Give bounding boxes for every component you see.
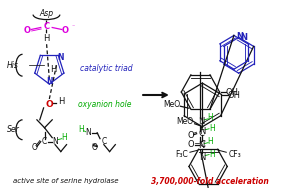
- Text: MeO: MeO: [163, 100, 180, 109]
- Text: OH: OH: [225, 88, 239, 97]
- Text: N: N: [236, 32, 243, 41]
- Text: O: O: [187, 140, 194, 149]
- Text: MeO: MeO: [176, 117, 194, 126]
- Text: C: C: [198, 129, 204, 138]
- Text: O: O: [24, 26, 31, 35]
- Text: C: C: [101, 137, 106, 146]
- Text: O: O: [46, 100, 53, 109]
- Text: C: C: [43, 22, 49, 31]
- Text: N: N: [52, 137, 58, 146]
- Text: His: His: [7, 61, 19, 70]
- Text: Asp: Asp: [39, 9, 54, 18]
- Text: ⁻: ⁻: [72, 25, 75, 30]
- Text: N: N: [46, 77, 53, 86]
- Text: H: H: [207, 113, 213, 122]
- Text: H: H: [78, 125, 84, 134]
- Text: N: N: [198, 117, 205, 126]
- Text: C: C: [42, 137, 47, 146]
- Text: 3,700,000-fold acceleration: 3,700,000-fold acceleration: [151, 177, 269, 186]
- Text: O: O: [62, 26, 69, 35]
- Text: N: N: [57, 53, 64, 62]
- Text: N: N: [199, 153, 205, 162]
- Text: catalytic triad: catalytic triad: [80, 64, 133, 73]
- Text: OH: OH: [227, 91, 241, 101]
- Text: C: C: [200, 140, 205, 149]
- Text: N: N: [198, 141, 205, 150]
- Text: oxyanion hole: oxyanion hole: [78, 100, 132, 109]
- Text: N: N: [241, 33, 248, 42]
- Text: N: N: [86, 128, 91, 137]
- Text: O: O: [187, 131, 194, 140]
- Text: H: H: [209, 124, 215, 133]
- Text: H: H: [61, 133, 67, 142]
- Text: H: H: [209, 150, 215, 159]
- Text: active site of serine hydrolase: active site of serine hydrolase: [13, 178, 118, 184]
- Text: H: H: [50, 65, 57, 74]
- Text: Ser: Ser: [7, 125, 19, 134]
- Text: CF₃: CF₃: [228, 150, 241, 159]
- Text: O: O: [91, 143, 97, 152]
- Text: F₃C: F₃C: [175, 150, 188, 159]
- Text: O: O: [32, 143, 38, 152]
- Text: H: H: [58, 98, 64, 106]
- Text: H: H: [43, 34, 50, 43]
- Text: H: H: [207, 137, 213, 146]
- Text: N: N: [199, 127, 205, 136]
